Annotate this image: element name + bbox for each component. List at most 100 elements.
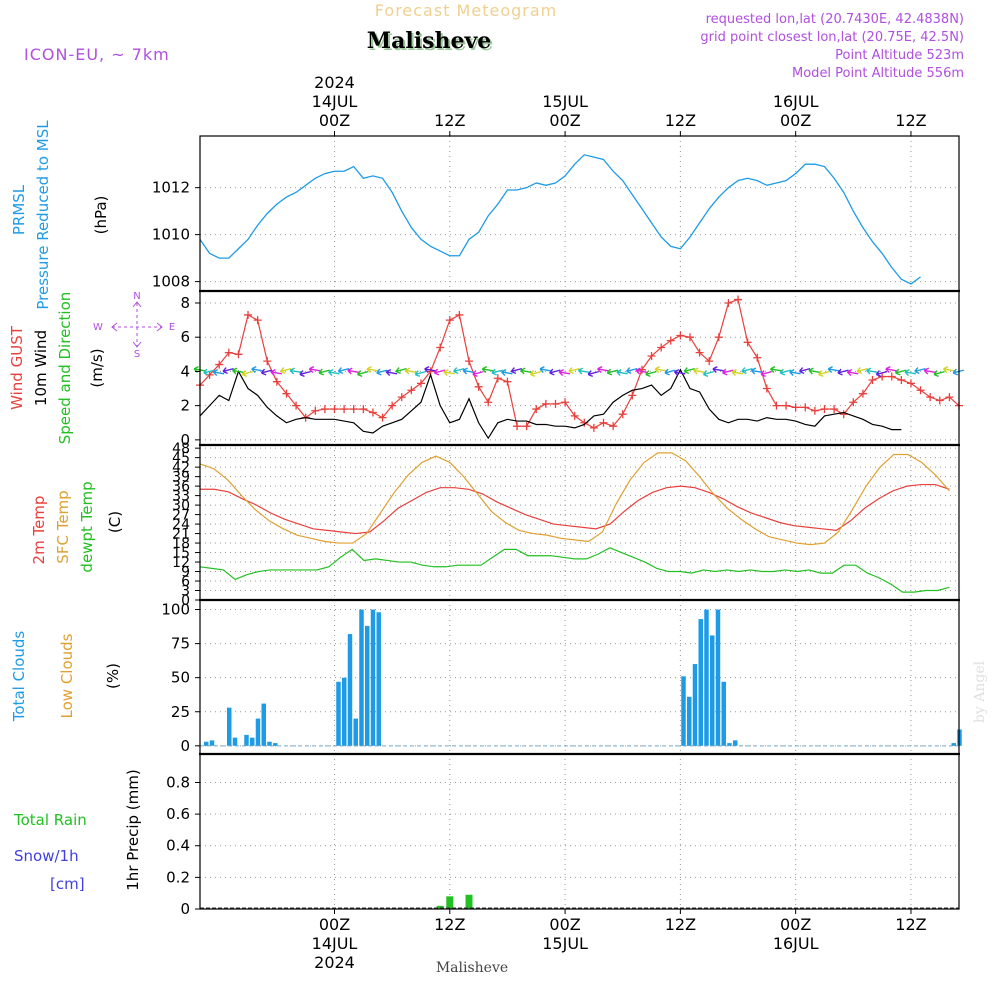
cloud-bar: [370, 609, 376, 746]
wind-direction-arrow: [337, 367, 350, 374]
x-tick-label-bottom: 15JUL: [542, 934, 588, 953]
wind-direction-arrow: [904, 368, 917, 377]
wind-gust-point: [657, 343, 666, 352]
wind-gust-point: [484, 398, 493, 407]
wind-direction-arrow-shape: [741, 367, 753, 374]
prmsl-label: PRMSL: [10, 184, 28, 235]
y-tick-label: 2: [180, 397, 190, 415]
cloud-bar: [681, 676, 686, 746]
cloud-bar: [267, 741, 272, 746]
model-point-altitude: Model Point Altitude 556m: [792, 66, 964, 81]
cloud-bar: [687, 696, 692, 746]
wind-10m-label: 10m Wind: [32, 330, 50, 406]
wind-gust-point: [666, 336, 675, 345]
wind-direction-arrow-shape: [328, 368, 340, 377]
wind-gust-point: [320, 405, 329, 414]
wind-direction-arrow-shape: [635, 367, 647, 375]
wind-direction-arrow: [587, 370, 599, 377]
footer-location: Malisheve: [436, 960, 508, 976]
wind-direction-arrow: [299, 370, 311, 377]
celsius-label: (C): [106, 511, 124, 533]
cloud-bar: [347, 634, 353, 746]
wind-direction-arrow: [472, 370, 484, 377]
y-tick-label: 1008: [152, 273, 190, 291]
wind-direction-arrow-shape: [827, 365, 840, 374]
cloud-bar: [261, 703, 266, 746]
location-title-shadow: Malisheve: [369, 30, 493, 56]
wind-direction-arrow-shape: [731, 368, 744, 377]
wind-direction-arrow-shape: [923, 367, 936, 375]
y-tick-label: 50: [171, 669, 190, 687]
pressure-label: Pressure Reduced to MSL: [34, 120, 52, 310]
compass-n: N: [133, 291, 140, 302]
y-tick-label: 100: [161, 601, 190, 619]
wind-gust-point: [234, 350, 243, 359]
wind-direction-arrow: [866, 367, 878, 375]
wind-direction-arrow: [654, 365, 667, 374]
wind-gust-point: [772, 401, 781, 410]
wind-direction-arrow: [597, 365, 609, 374]
wind-gust-point: [330, 405, 339, 414]
credit: by Angel: [972, 660, 988, 723]
wind-gust-point: [609, 422, 618, 431]
ms-label: (m/s): [88, 348, 106, 387]
temp-2m-label: 2m Temp: [30, 496, 48, 565]
wind-direction-arrow-shape: [693, 367, 705, 375]
wind-direction-arrow: [558, 368, 571, 377]
cloud-bar: [698, 619, 703, 746]
wind-gust-point: [916, 386, 925, 395]
wind-direction-arrow: [770, 365, 782, 374]
cloud-bar: [273, 743, 278, 746]
wind-direction-arrow: [923, 367, 936, 375]
y-tick-label: 9: [181, 565, 190, 581]
wind-direction-arrow-shape: [673, 368, 686, 377]
wind-gust-point: [445, 316, 454, 325]
wind-direction-arrow-shape: [914, 367, 926, 374]
wind-direction-arrow: [798, 367, 811, 374]
wind-direction-arrow: [616, 368, 628, 377]
wind-direction-arrow: [606, 368, 619, 376]
wind-gust-point: [455, 310, 464, 319]
y-tick-label: 36: [172, 479, 190, 495]
panel-frame: [199, 599, 960, 755]
wind-direction-arrow: [914, 367, 926, 374]
wind-gust-point: [570, 411, 579, 420]
wind-direction-arrow: [453, 367, 465, 374]
wind-gust-point: [926, 393, 935, 402]
y-tick-label: 0.8: [166, 773, 190, 791]
wind-direction-arrow: [529, 370, 542, 377]
wind-direction-arrow-shape: [203, 368, 215, 376]
wind-gust-point: [253, 316, 262, 325]
y-tick-label: 0.2: [166, 868, 190, 886]
wind-direction-arrow-shape: [885, 365, 897, 374]
grid-point-coords: grid point closest lon,lat (20.75E, 42.5…: [700, 30, 964, 45]
wind-direction-arrow-shape: [933, 370, 945, 377]
x-tick-label-bottom: 2024: [314, 953, 355, 972]
precip-bar: [436, 905, 444, 909]
wind-direction-arrow: [347, 367, 359, 375]
wind-direction-arrow-shape: [501, 368, 513, 377]
wind-gust-point: [532, 405, 541, 414]
wind-direction-arrow: [664, 368, 676, 376]
wind-gust-point: [618, 410, 627, 419]
x-tick-label-bottom: 16JUL: [773, 934, 819, 953]
wind-direction-arrow-shape: [683, 367, 695, 374]
precip-label: 1hr Precip (mm): [124, 769, 142, 890]
wind-gust-point: [503, 377, 512, 386]
wind-direction-arrow-shape: [606, 368, 619, 376]
wind-direction-arrow: [289, 367, 302, 375]
temp-sfc-label: SFC Temp: [54, 490, 72, 563]
wind-direction-arrow-shape: [337, 367, 350, 374]
wind-direction-arrow: [712, 365, 724, 374]
wind-gust-point: [887, 372, 896, 381]
wind-direction-arrow-shape: [798, 367, 811, 374]
y-tick-label: 12: [172, 555, 190, 571]
wind-direction-arrow: [625, 367, 638, 374]
x-tick-label-top: 00Z: [780, 111, 811, 130]
wind-gust-point: [349, 405, 358, 414]
wind-direction-arrow-shape: [895, 368, 907, 376]
wind-direction-arrow-shape: [779, 368, 792, 376]
wind-direction-arrow: [404, 367, 417, 375]
wind-direction-arrow-shape: [904, 368, 917, 377]
location-title: Malisheve: [367, 28, 491, 54]
